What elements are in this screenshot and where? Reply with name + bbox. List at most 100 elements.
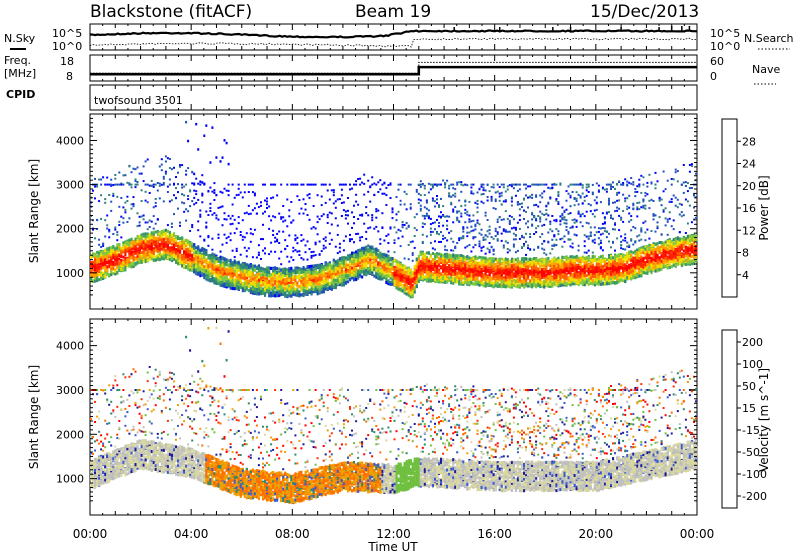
heat-cell: [242, 274, 244, 277]
heat-cell: [187, 210, 189, 212]
heat-cell: [100, 274, 102, 277]
heat-cell: [246, 250, 248, 252]
heat-cell: [404, 191, 406, 193]
heat-cell: [274, 282, 276, 285]
heat-cell: [294, 288, 296, 291]
heat-cell: [268, 280, 270, 283]
heat-cell: [339, 257, 341, 260]
heat-cell: [96, 260, 98, 263]
heat-cell: [110, 184, 112, 186]
heat-cell: [406, 208, 408, 210]
heat-cell: [398, 287, 400, 290]
heat-cell: [244, 236, 246, 238]
heat-cell: [112, 249, 114, 252]
heat-cell: [98, 273, 100, 276]
heat-cell: [197, 183, 199, 185]
nave-label: Nave: [752, 63, 780, 76]
heat-cell: [199, 249, 201, 252]
heat-cell: [122, 261, 124, 264]
heat-cell: [333, 286, 335, 289]
heat-cell: [387, 275, 389, 278]
heat-cell: [276, 194, 278, 196]
heat-cell: [215, 268, 217, 271]
heat-cell: [254, 194, 256, 196]
heat-cell: [169, 158, 171, 160]
heat-cell: [169, 184, 171, 186]
heat-cell: [311, 292, 313, 295]
heat-cell: [264, 288, 266, 291]
heat-cell: [325, 285, 327, 288]
heat-cell: [258, 206, 260, 208]
heat-cell: [199, 216, 201, 218]
heat-cell: [250, 264, 252, 267]
heat-cell: [396, 286, 398, 289]
heat-cell: [197, 199, 199, 201]
heat-cell: [187, 248, 189, 251]
heat-cell: [309, 219, 311, 221]
heat-cell: [118, 206, 120, 208]
heat-cell: [406, 275, 408, 278]
heat-cell: [242, 196, 244, 198]
heat-cell: [305, 268, 307, 271]
heat-cell: [191, 182, 193, 184]
heat-cell: [94, 186, 96, 188]
heat-cell: [226, 284, 228, 287]
heat-cell: [246, 232, 248, 234]
heat-cell: [161, 235, 163, 238]
heat-cell: [205, 124, 207, 127]
heat-cell: [189, 230, 191, 232]
heat-cell: [355, 263, 357, 266]
heat-cell: [157, 247, 159, 250]
heat-cell: [218, 234, 220, 236]
heat-cell: [191, 226, 193, 228]
heat-cell: [222, 278, 224, 281]
heat-cell: [268, 292, 270, 295]
heat-cell: [345, 211, 347, 213]
heat-cell: [303, 213, 305, 215]
heat-cell: [365, 212, 367, 214]
heat-cell: [400, 200, 402, 202]
heat-cell: [213, 212, 215, 214]
heat-cell: [131, 238, 133, 241]
heat-cell: [264, 292, 266, 295]
heat-cell: [333, 202, 335, 204]
heat-cell: [313, 205, 315, 207]
heat-cell: [329, 264, 331, 267]
heat-cell: [309, 281, 311, 284]
heat-cell: [367, 257, 369, 260]
heat-cell: [128, 264, 130, 267]
heat-cell: [126, 243, 128, 246]
heat-cell: [155, 241, 157, 244]
heat-cell: [145, 184, 147, 186]
heat-cell: [96, 251, 98, 254]
heat-cell: [230, 287, 232, 290]
heat-cell: [268, 228, 270, 230]
heat-cell: [139, 235, 141, 238]
heat-cell: [211, 253, 213, 256]
heat-cell: [349, 263, 351, 266]
noise-right-tick-bottom: 10^0: [710, 40, 740, 53]
heat-cell: [240, 275, 242, 278]
heat-cell: [284, 272, 286, 275]
heat-cell: [333, 282, 335, 285]
heat-cell: [333, 275, 335, 278]
heat-cell: [290, 267, 292, 270]
heat-cell: [116, 231, 118, 233]
heat-cell: [266, 201, 268, 203]
heat-cell: [133, 203, 135, 205]
heat-cell: [379, 238, 381, 240]
heat-cell: [114, 273, 116, 276]
heat-cell: [159, 233, 161, 236]
heat-cell: [167, 251, 169, 254]
heat-cell: [189, 257, 191, 260]
freq-tick-bottom: 8: [66, 70, 73, 83]
heat-cell: [284, 292, 286, 295]
heat-cell: [381, 262, 383, 265]
heat-cell: [406, 267, 408, 270]
heat-cell: [240, 254, 242, 256]
heat-cell: [211, 279, 213, 282]
heat-cell: [365, 269, 367, 272]
heat-cell: [270, 219, 272, 221]
heat-cell: [286, 285, 288, 288]
heat-cell: [319, 241, 321, 243]
